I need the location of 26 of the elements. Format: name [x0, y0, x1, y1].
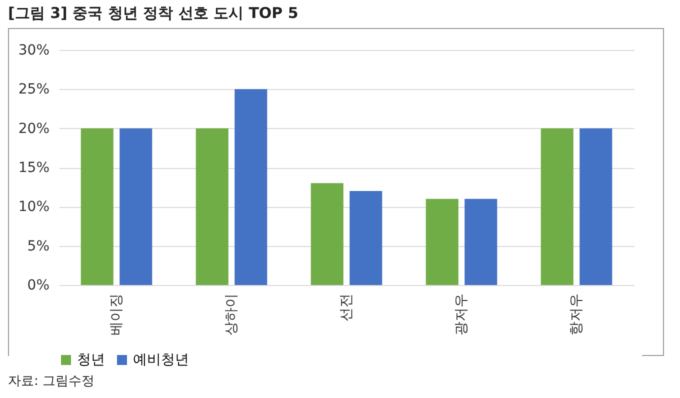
y-tick-label: 0% — [27, 278, 50, 294]
x-tick-label: 상하이 — [224, 294, 240, 336]
bar — [580, 128, 612, 285]
bar — [464, 198, 498, 285]
bar — [120, 128, 152, 285]
chart-title: [그림 3] 중국 청년 정착 선호 도시 TOP 5 — [8, 4, 298, 23]
bar — [426, 198, 458, 285]
x-tick-label: 항저우 — [568, 294, 584, 336]
y-tick-label: 5% — [27, 238, 50, 254]
y-tick-label: 15% — [18, 160, 50, 176]
bar — [234, 89, 268, 285]
y-tick-label: 10% — [18, 199, 50, 216]
bar — [540, 128, 574, 285]
bar — [80, 128, 114, 285]
legend-label: 예비청년 — [133, 352, 189, 368]
bar — [310, 183, 344, 285]
x-tick-label: 베이징 — [108, 294, 124, 336]
text: 자료: 그림수정 — [8, 373, 95, 390]
y-tick-label: 25% — [18, 82, 50, 98]
x-tick-label: 선전 — [338, 294, 354, 322]
y-tick-label: 20% — [18, 120, 50, 137]
bar — [350, 191, 382, 285]
x-tick-label: 광저우 — [454, 294, 470, 336]
y-tick-label: 30% — [18, 42, 50, 58]
legend-label: 청년 — [77, 352, 105, 368]
bar — [196, 128, 228, 285]
